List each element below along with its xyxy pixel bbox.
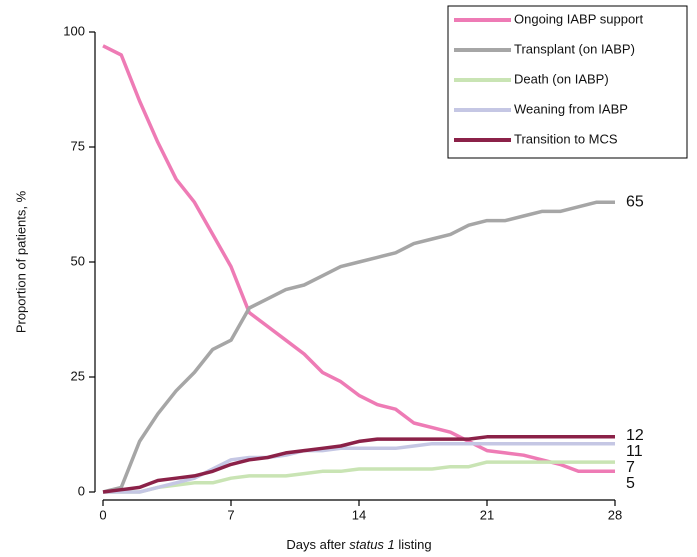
legend-label: Weaning from IABP <box>514 101 628 116</box>
x-tick-label: 7 <box>227 507 234 522</box>
y-axis-label: Proportion of patients, % <box>13 190 28 333</box>
end-label: 11 <box>626 443 643 460</box>
series-line <box>102 44 615 474</box>
series-line <box>103 460 615 494</box>
x-label-part: Days after <box>286 537 349 552</box>
y-tick-label: 75 <box>71 138 85 153</box>
legend-label: Ongoing IABP support <box>514 11 644 26</box>
y-tick-label: 100 <box>63 23 85 38</box>
x-axis-label: Days after status 1 listing <box>286 537 431 552</box>
end-label: 7 <box>626 459 635 476</box>
x-label-part: listing <box>395 537 432 552</box>
x-tick-label: 28 <box>608 507 622 522</box>
end-label: 12 <box>626 427 644 444</box>
x-tick-label: 0 <box>99 507 106 522</box>
legend-label: Transition to MCS <box>514 131 618 146</box>
end-label: 65 <box>626 193 644 210</box>
legend-label: Transplant (on IABP) <box>514 41 635 56</box>
y-tick-label: 25 <box>71 368 85 383</box>
series-line <box>103 441 615 494</box>
end-label: 5 <box>626 475 635 492</box>
x-tick-label: 21 <box>480 507 494 522</box>
y-tick-label: 0 <box>78 483 85 498</box>
series-line <box>102 435 615 494</box>
y-tick-label: 50 <box>71 253 85 268</box>
x-tick-label: 14 <box>352 507 366 522</box>
series-line <box>102 200 615 494</box>
legend-label: Death (on IABP) <box>514 71 609 86</box>
x-label-part: status 1 <box>349 537 395 552</box>
